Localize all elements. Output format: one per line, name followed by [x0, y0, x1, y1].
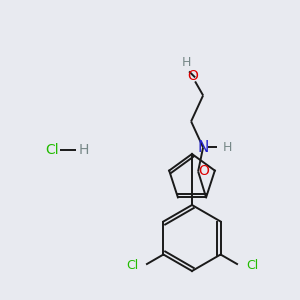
Text: Cl: Cl	[45, 143, 59, 157]
Text: H: H	[79, 143, 89, 157]
Text: O: O	[188, 69, 199, 83]
Text: O: O	[198, 164, 209, 178]
Text: Cl: Cl	[246, 259, 258, 272]
Text: H: H	[182, 56, 191, 69]
Text: N: N	[197, 140, 209, 155]
Text: Cl: Cl	[126, 259, 138, 272]
Text: H: H	[223, 141, 232, 154]
